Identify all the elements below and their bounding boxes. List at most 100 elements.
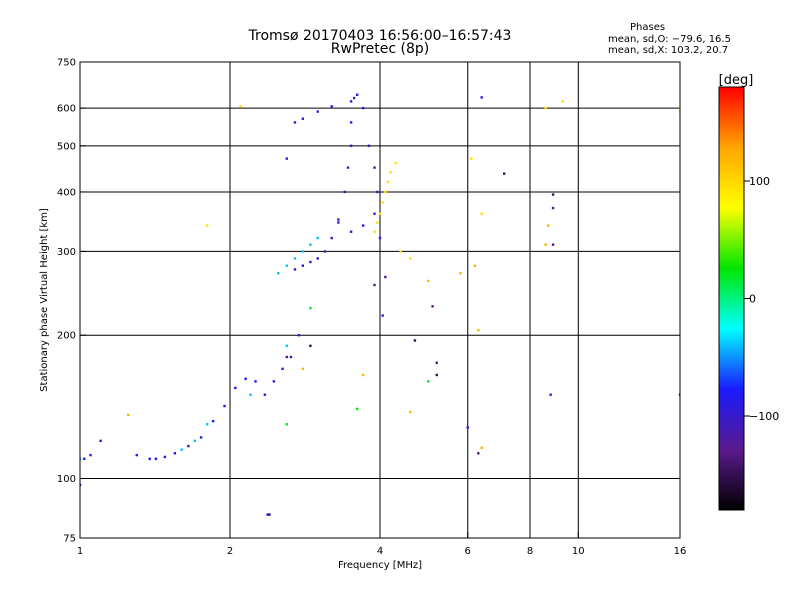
- data-point: [285, 344, 288, 348]
- data-point: [316, 257, 319, 260]
- data-point: [301, 250, 305, 253]
- data-point: [301, 367, 305, 371]
- data-point: [399, 250, 402, 253]
- data-point: [551, 206, 555, 210]
- data-point: [272, 380, 276, 383]
- data-point: [373, 212, 376, 215]
- data-point: [435, 373, 438, 377]
- x-tick-label: 16: [674, 546, 687, 557]
- phase-legend-x: mean, sd,X: 103.2, 20.7: [608, 45, 729, 56]
- data-point: [384, 190, 387, 194]
- grid-lines: [80, 62, 680, 538]
- data-point: [373, 230, 376, 233]
- data-point: [466, 426, 469, 429]
- data-point: [234, 386, 237, 390]
- data-point: [389, 171, 392, 174]
- data-point: [199, 436, 203, 439]
- data-point: [337, 218, 340, 221]
- data-point: [376, 221, 379, 224]
- data-point: [546, 224, 550, 227]
- data-point: [544, 243, 547, 246]
- data-point: [309, 243, 312, 246]
- data-point: [473, 264, 477, 267]
- data-point: [309, 306, 312, 310]
- colorbar-ticks: 100 0 −100: [744, 175, 779, 423]
- y-tick-label: 100: [57, 474, 76, 485]
- data-point: [244, 377, 247, 380]
- data-point: [373, 166, 376, 169]
- data-point: [361, 373, 365, 377]
- data-point: [378, 212, 382, 215]
- data-point: [459, 272, 462, 275]
- x-tick-label: 8: [527, 546, 533, 557]
- x-axis-ticks: 1 2 4 6 8 10 16: [77, 532, 687, 557]
- data-point: [381, 314, 384, 317]
- data-point: [309, 344, 312, 348]
- data-point: [323, 250, 327, 253]
- y-tick-label: 75: [63, 534, 76, 545]
- data-point: [281, 367, 284, 371]
- data-point: [678, 106, 680, 110]
- data-point: [386, 180, 390, 184]
- data-point: [384, 275, 387, 279]
- data-point: [297, 334, 301, 337]
- data-point: [381, 201, 384, 204]
- x-tick-label: 1: [77, 546, 83, 557]
- data-point: [135, 453, 138, 457]
- data-point: [239, 105, 242, 108]
- x-axis-label: Frequency [MHz]: [338, 560, 422, 571]
- x-tick-label: 4: [377, 546, 383, 557]
- phase-legend-title: Phases: [630, 22, 666, 33]
- phase-legend-o: mean, sd,O: −79.6, 16.5: [608, 34, 731, 45]
- data-point: [249, 393, 252, 396]
- data-point: [349, 144, 353, 148]
- data-point: [477, 452, 480, 455]
- data-point: [435, 361, 438, 365]
- data-point: [309, 260, 312, 264]
- data-point: [355, 407, 359, 411]
- data-point: [223, 404, 226, 408]
- data-point: [378, 236, 382, 240]
- y-tick-label: 300: [57, 247, 76, 258]
- data-point: [551, 243, 555, 246]
- data-point: [480, 96, 483, 99]
- y-tick-label: 400: [57, 187, 76, 198]
- data-point: [373, 283, 376, 287]
- data-point: [343, 190, 347, 194]
- data-point: [83, 457, 86, 461]
- data-point: [316, 236, 319, 240]
- data-point: [361, 224, 365, 227]
- data-point: [301, 264, 305, 267]
- data-point: [180, 448, 183, 451]
- colorbar-tick-label: 0: [749, 293, 756, 306]
- data-point: [352, 96, 356, 100]
- data-point: [561, 100, 564, 103]
- data-point: [127, 413, 130, 417]
- data-point: [367, 144, 371, 148]
- data-point: [480, 446, 483, 450]
- data-point: [409, 257, 412, 260]
- data-point: [205, 423, 209, 426]
- data-point: [285, 355, 288, 359]
- colorbar-label: [deg]: [719, 73, 754, 88]
- data-point: [173, 452, 177, 455]
- colorbar-tick-label: 100: [749, 175, 770, 188]
- scatter-points: [80, 93, 680, 516]
- data-point: [349, 230, 353, 233]
- data-point: [361, 106, 365, 110]
- data-point: [285, 264, 288, 267]
- x-tick-label: 2: [227, 546, 233, 557]
- data-point: [413, 339, 417, 342]
- data-point: [394, 161, 397, 165]
- data-point: [211, 419, 215, 423]
- data-point: [187, 444, 190, 448]
- data-point: [427, 380, 430, 383]
- data-point: [293, 257, 297, 260]
- data-point: [678, 110, 680, 113]
- data-point: [355, 93, 359, 96]
- y-axis-ticks: 75 100 200 300 400 500 600 750: [57, 58, 86, 545]
- data-point: [268, 513, 271, 516]
- data-point: [549, 393, 552, 396]
- data-point: [431, 305, 434, 308]
- data-point: [148, 457, 151, 461]
